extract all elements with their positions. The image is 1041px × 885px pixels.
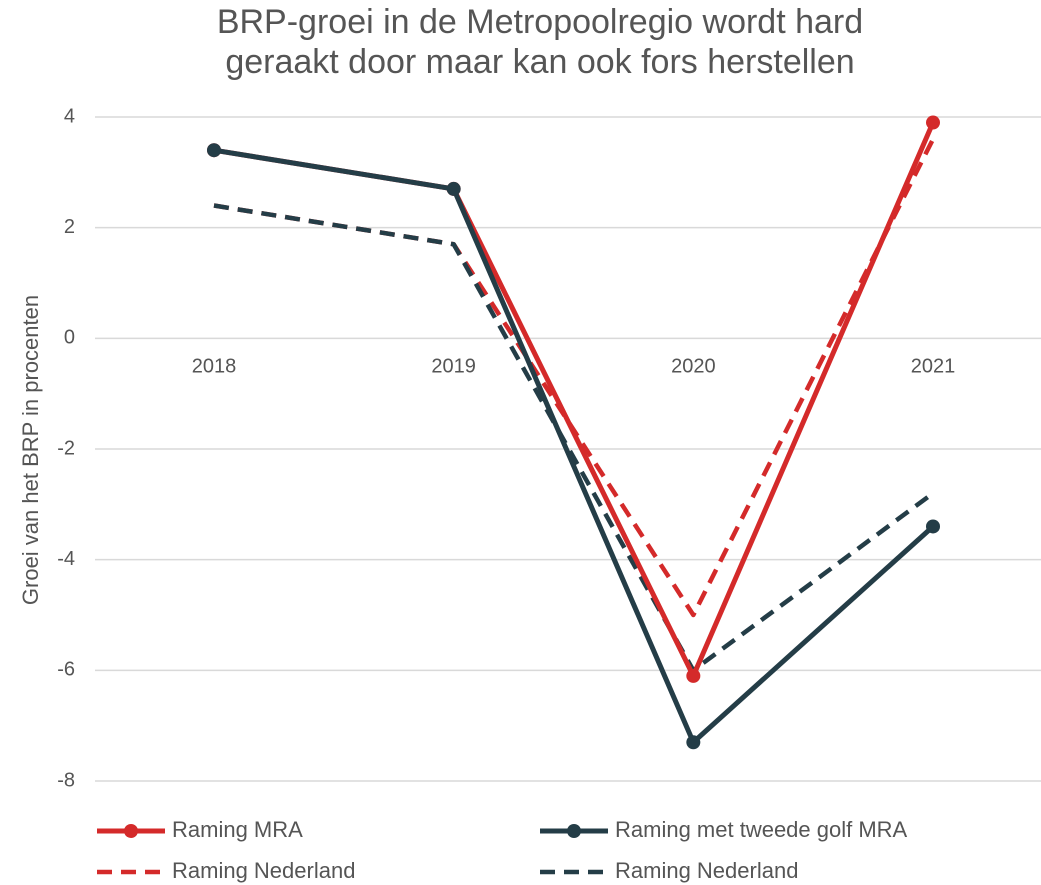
y-tick-label: 0 — [64, 327, 75, 349]
y-tick-label: -8 — [57, 769, 75, 791]
marker — [686, 668, 701, 683]
x-tick-label: 2019 — [431, 356, 476, 378]
y-tick-label: -2 — [57, 437, 75, 459]
legend-label: Raming Nederland — [615, 858, 798, 883]
legend-marker — [124, 824, 138, 838]
legend-label: Raming met tweede golf MRA — [615, 817, 908, 842]
legend-marker — [567, 824, 581, 838]
marker — [926, 115, 940, 130]
marker — [686, 735, 701, 750]
legend-label: Raming MRA — [172, 817, 303, 842]
marker — [446, 181, 461, 196]
marker — [926, 519, 940, 534]
y-tick-label: -4 — [57, 548, 75, 570]
x-tick-label: 2021 — [911, 356, 956, 378]
y-tick-label: -6 — [57, 659, 75, 681]
legend-label: Raming Nederland — [172, 858, 355, 883]
series-line — [213, 203, 935, 673]
y-axis-label: Groei van het BRP in procenten — [18, 295, 43, 605]
marker — [207, 143, 221, 158]
chart-title: BRP-groei in de Metropoolregio wordt har… — [216, 3, 864, 81]
series-line — [213, 121, 936, 679]
y-tick-label: 2 — [64, 216, 75, 238]
series-line — [213, 147, 935, 745]
x-tick-label: 2020 — [671, 356, 716, 378]
x-tick-label: 2018 — [192, 356, 237, 378]
y-tick-label: 4 — [64, 105, 75, 127]
